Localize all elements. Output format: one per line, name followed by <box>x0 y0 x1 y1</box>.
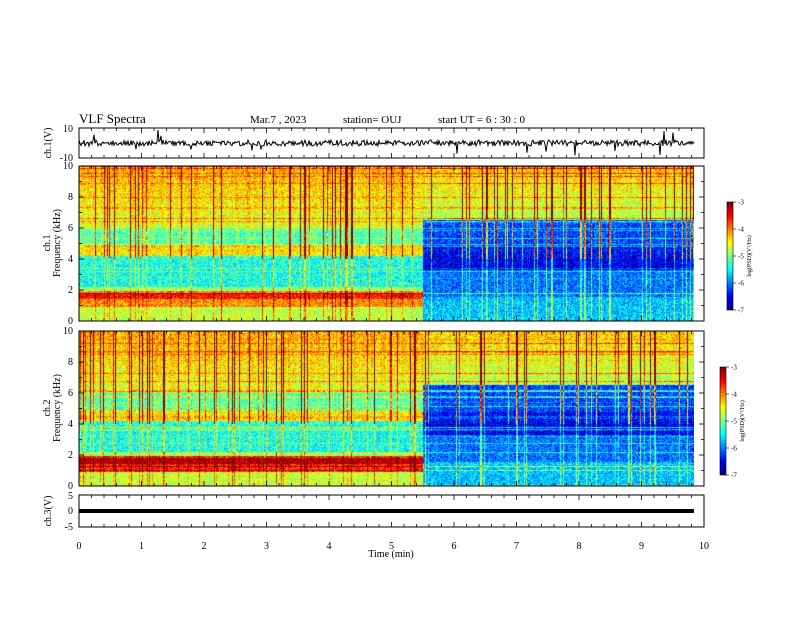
time-tick-label: 8 <box>577 541 582 552</box>
colorbar-tick-label: -7 <box>731 472 737 480</box>
time-tick-label: 3 <box>264 541 269 552</box>
time-tick-label: 9 <box>639 541 644 552</box>
time-tick-label: 2 <box>202 541 207 552</box>
ch3-time-ticks <box>78 495 705 527</box>
ch1-colorbar-ticks: -3 -4 -5 -6 -7 <box>733 199 744 315</box>
header-station: station= OUJ <box>343 114 402 126</box>
figure-title: VLF Spectra <box>79 111 146 126</box>
time-axis-label: Time (min) <box>368 549 413 560</box>
ch1-freq-ticks: 0 2 4 6 8 10 <box>63 161 704 327</box>
ch2-colorbar-ticks: -3 -4 -5 -6 -7 <box>726 364 737 480</box>
freq-tick-label: 0 <box>68 316 73 327</box>
colorbar-tick-label: -5 <box>731 418 737 426</box>
time-tick-label: 7 <box>514 541 519 552</box>
colorbar-tick-label: -5 <box>738 253 744 261</box>
ch1-colorbar: -3 -4 -5 -6 -7 log(PSD)(V²/Hz) <box>726 199 753 315</box>
ch1-ylabel: ch.1(V) <box>43 128 54 159</box>
ch1-colorbar-gradient <box>727 202 733 310</box>
ch3-ytick-top: 5 <box>68 491 73 502</box>
time-tick-label: 10 <box>699 541 709 552</box>
ch1-spectrogram-image <box>79 166 694 321</box>
header-start-time: start UT = 6 : 30 : 0 <box>438 114 525 126</box>
freq-tick-label: 10 <box>63 161 73 172</box>
time-tick-label: 1 <box>139 541 144 552</box>
ch1-waveform-line <box>78 129 695 156</box>
ch2-spec-time-ticks <box>78 331 705 486</box>
time-tick-label: 0 <box>77 541 82 552</box>
ch2-colorbar-label: log(PSD)(V²/Hz) <box>739 400 746 441</box>
ch3-ytick-bottom: -5 <box>65 522 73 533</box>
ch3-ytick-mid: 0 <box>68 506 73 517</box>
freq-tick-label: 6 <box>68 223 73 234</box>
freq-tick-label: 2 <box>68 450 73 461</box>
colorbar-tick-label: -6 <box>738 280 744 288</box>
colorbar-tick-label: -4 <box>738 226 744 234</box>
ch2-colorbar: -3 -4 -5 -6 -7 log(PSD)(V²/Hz) <box>719 364 746 480</box>
ch1-waveform-panel: 10 -10 ch.1(V) <box>43 124 705 164</box>
ch1-colorbar-label: log(PSD)(V²/Hz) <box>746 235 753 276</box>
freq-tick-label: 2 <box>68 285 73 296</box>
colorbar-tick-label: -3 <box>731 364 737 372</box>
freq-tick-label: 4 <box>68 419 73 430</box>
ch1-time-ticks <box>78 128 705 158</box>
ch1-spec-time-ticks <box>78 166 705 321</box>
ch2-freq-ticks: 0 2 4 6 8 10 <box>63 326 704 492</box>
colorbar-tick-label: -4 <box>731 391 737 399</box>
ch2-spec-channel-label: ch.2 <box>42 400 53 417</box>
time-tick-label: 5 <box>389 541 394 552</box>
ch1-spec-ylabel: Frequency (kHz) <box>52 209 63 277</box>
freq-tick-label: 6 <box>68 388 73 399</box>
header-date: Mar.7 , 2023 <box>250 114 307 126</box>
freq-tick-label: 4 <box>68 254 73 265</box>
ch2-spectrogram-panel: 0 2 4 6 8 10 ch.2 Frequency (kHz) <box>42 326 705 492</box>
freq-tick-label: 0 <box>68 481 73 492</box>
time-tick-label: 4 <box>327 541 332 552</box>
ch1-spectrogram-panel: 0 2 4 6 8 10 ch.1 Frequency (kHz) <box>42 161 705 327</box>
freq-tick-label: 8 <box>68 357 73 368</box>
ch2-colorbar-gradient <box>720 367 726 475</box>
ch1-spec-channel-label: ch.1 <box>42 235 53 252</box>
ch2-spec-ylabel: Frequency (kHz) <box>52 374 63 442</box>
ch3-waveform-panel: 5 0 -5 ch.3(V) <box>43 491 705 533</box>
freq-tick-label: 8 <box>68 192 73 203</box>
freq-tick-label: 10 <box>63 326 73 337</box>
ch1-ytick-top: 10 <box>63 124 73 135</box>
time-axis-tick-labels: 0 1 2 3 4 5 6 7 8 9 10 <box>77 541 710 552</box>
time-tick-label: 6 <box>452 541 457 552</box>
colorbar-tick-label: -3 <box>738 199 744 207</box>
colorbar-tick-label: -6 <box>731 445 737 453</box>
ch3-ylabel: ch.3(V) <box>43 496 54 527</box>
ch1-ytick-bottom: -10 <box>60 153 73 164</box>
colorbar-tick-label: -7 <box>738 307 744 315</box>
ch2-spectrogram-image <box>79 331 694 486</box>
